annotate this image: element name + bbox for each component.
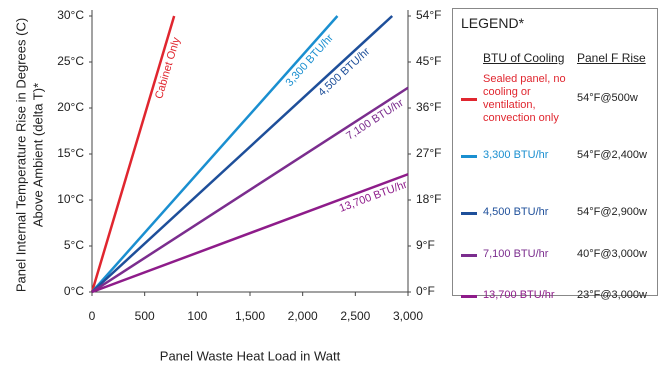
legend-rise: 54°F@500w	[577, 92, 638, 104]
legend-marker	[461, 98, 477, 101]
legend-header: Panel F Rise	[577, 51, 646, 65]
y2-tick-label: 36°F	[416, 100, 441, 114]
y2-tick-label: 45°F	[416, 54, 441, 68]
y-tick-label: 5°C	[64, 238, 84, 252]
x-tick-label: 0	[89, 309, 96, 323]
x-tick-label: 2,000	[288, 309, 318, 323]
legend-label: Sealed panel, no cooling or ventilation,…	[483, 73, 566, 124]
x-tick-label: 100	[187, 309, 207, 323]
legend-title: LEGEND*	[461, 15, 525, 31]
y-axis-title: Above Ambient (delta T)*	[30, 83, 45, 227]
legend-label: 3,300 BTU/hr	[483, 149, 549, 161]
line	[91, 15, 394, 293]
legend-rise: 54°F@2,400w	[577, 149, 647, 161]
line-label: 7,100 BTU/hr	[344, 97, 406, 143]
chart: Panel Internal Temperature Rise in Degre…	[13, 8, 441, 363]
y-tick-label: 30°C	[57, 8, 84, 22]
y2-tick-label: 9°F	[416, 238, 435, 252]
line-label: 4,500 BTU/hr	[316, 45, 373, 98]
legend-marker	[461, 254, 477, 257]
y-tick-label: 0°C	[64, 284, 84, 298]
legend-header: BTU of Cooling	[483, 51, 565, 65]
x-axis-title: Panel Waste Heat Load in Watt	[160, 348, 341, 363]
y-tick-label: 25°C	[57, 54, 84, 68]
line	[91, 173, 409, 294]
legend-rise: 54°F@2,900w	[577, 206, 647, 218]
y-axis-title: Panel Internal Temperature Rise in Degre…	[13, 18, 28, 292]
line	[91, 86, 409, 294]
legend-marker	[461, 295, 477, 298]
legend-label: 7,100 BTU/hr	[483, 248, 549, 260]
y2-tick-label: 27°F	[416, 146, 441, 160]
x-tick-label: 1,500	[235, 309, 265, 323]
y-tick-label: 10°C	[57, 192, 84, 206]
y2-tick-label: 18°F	[416, 192, 441, 206]
legend-label: 4,500 BTU/hr	[483, 206, 549, 218]
legend-marker	[461, 212, 477, 215]
legend-rise: 23°F@3,000w	[577, 289, 647, 301]
y-tick-label: 15°C	[57, 146, 84, 160]
y2-tick-label: 0°F	[416, 284, 435, 298]
legend: LEGEND* BTU of Cooling Panel F Rise Seal…	[452, 8, 658, 301]
line	[91, 15, 339, 293]
legend-marker	[461, 155, 477, 158]
legend-label: 13,700 BTU/hr	[483, 289, 555, 301]
y2-tick-label: 54°F	[416, 8, 441, 22]
line	[90, 15, 176, 293]
x-tick-label: 500	[135, 309, 155, 323]
legend-rise: 40°F@3,000w	[577, 248, 647, 260]
x-tick-label: 3,000	[393, 309, 423, 323]
x-tick-label: 2,500	[340, 309, 370, 323]
y-tick-label: 20°C	[57, 100, 84, 114]
